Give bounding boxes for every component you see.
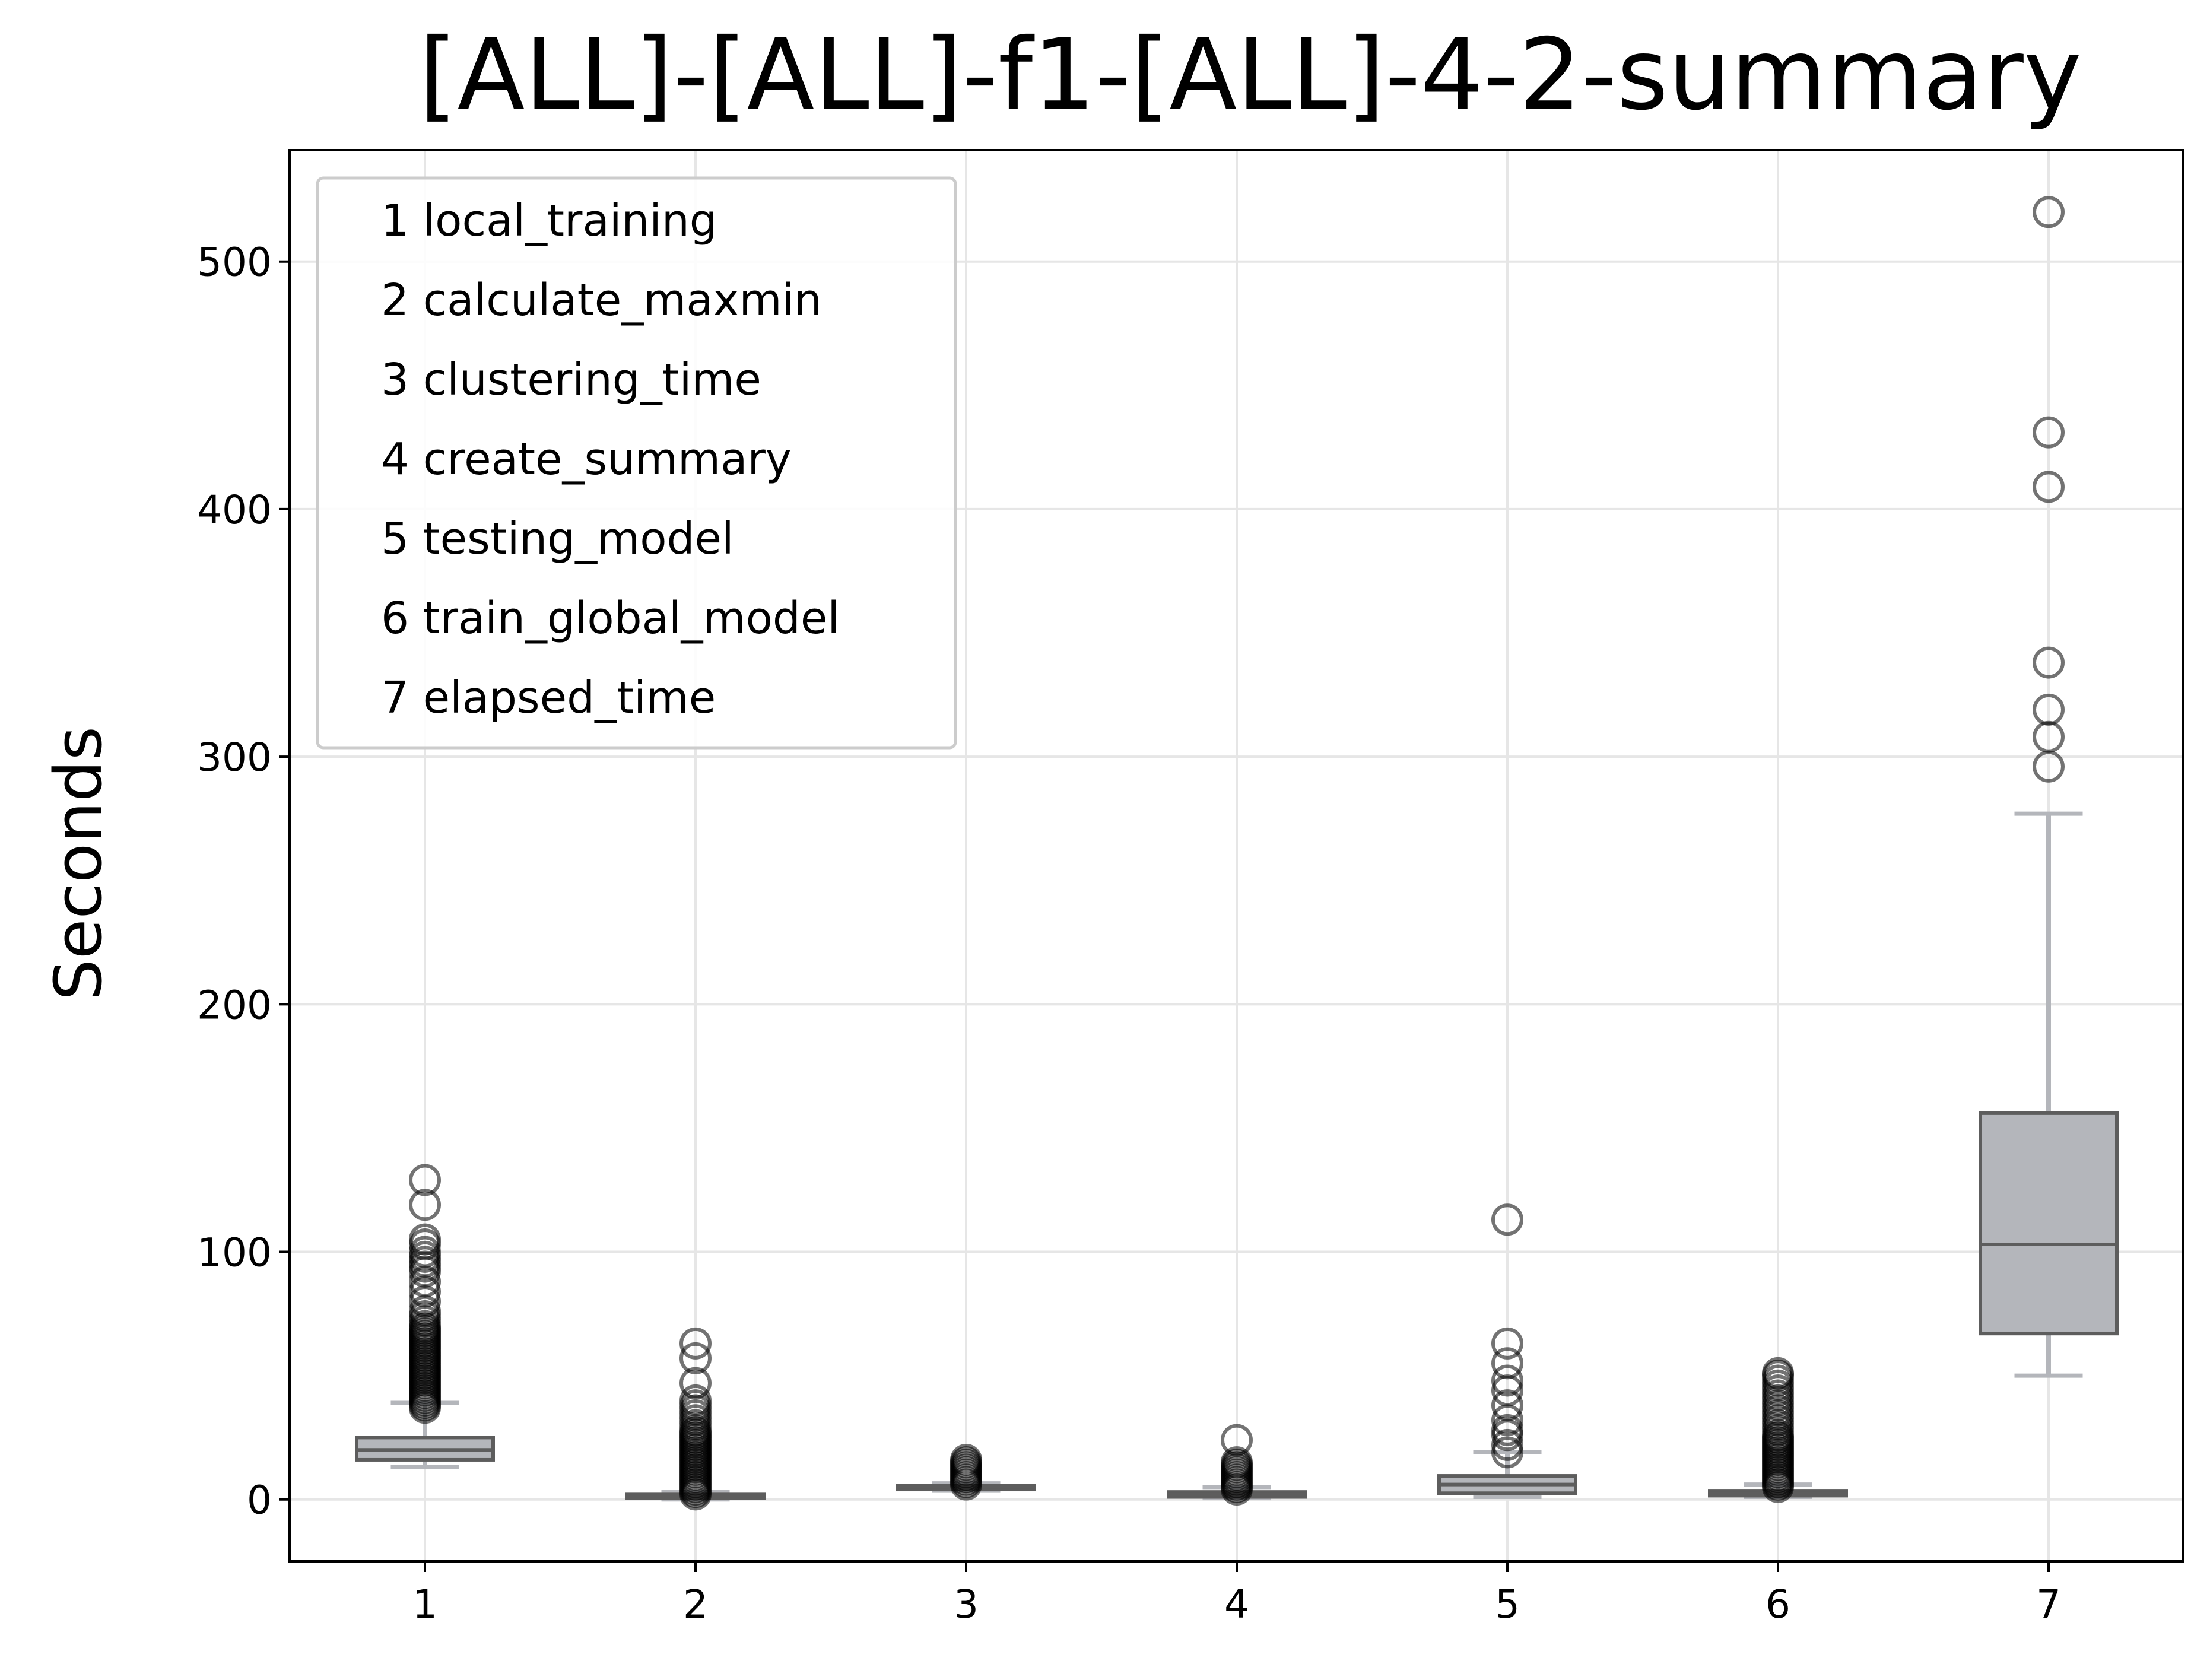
outliers-2	[679, 1327, 712, 1511]
outlier-points	[409, 196, 2065, 1511]
outlier-point	[679, 1384, 712, 1417]
outliers-4	[1221, 1424, 1253, 1506]
outlier-point	[409, 1164, 441, 1196]
outlier-point	[1491, 1389, 1523, 1422]
x-tick-label: 2	[683, 1581, 708, 1627]
outlier-point	[409, 1223, 441, 1256]
outliers-3	[950, 1443, 982, 1501]
outlier-point	[950, 1443, 982, 1476]
outlier-point	[1491, 1436, 1523, 1469]
x-tick-label: 3	[954, 1581, 979, 1627]
outlier-point	[409, 1189, 441, 1221]
legend-entry: 3 clustering_time	[381, 354, 761, 405]
outlier-point	[1491, 1347, 1523, 1380]
legend-entry: 2 calculate_maxmin	[381, 275, 822, 326]
outliers-5	[1491, 1203, 1523, 1469]
y-tick-label: 100	[197, 1230, 272, 1276]
outliers-6	[1762, 1357, 1794, 1503]
legend-entry: 4 create_summary	[381, 434, 792, 485]
x-tick-label: 4	[1224, 1581, 1249, 1627]
outlier-point	[1491, 1364, 1523, 1397]
outlier-point	[2033, 416, 2065, 449]
y-axis-label: Seconds	[40, 726, 116, 1001]
outliers-7	[2033, 196, 2065, 783]
outliers-1	[409, 1164, 441, 1424]
outlier-point	[1221, 1446, 1253, 1479]
outlier-point	[1491, 1428, 1523, 1461]
outlier-point	[2033, 693, 2065, 726]
legend-entry: 5 testing_model	[381, 513, 734, 564]
y-tick-label: 500	[197, 240, 272, 285]
y-tick-label: 200	[197, 982, 272, 1028]
outlier-point	[1491, 1414, 1523, 1446]
x-tick-label: 7	[2036, 1581, 2061, 1627]
x-axis-ticks: 1 2 3 4 5 6 7	[412, 1561, 2061, 1627]
outlier-point	[679, 1327, 712, 1360]
outlier-point	[1221, 1424, 1253, 1456]
outlier-point	[2033, 646, 2065, 679]
outlier-point	[1762, 1357, 1794, 1389]
outlier-point	[2033, 196, 2065, 228]
y-tick-label: 300	[197, 735, 272, 780]
outlier-point	[409, 1236, 441, 1268]
outlier-point	[2033, 471, 2065, 503]
legend-frame	[316, 176, 957, 750]
legend-entry: 7 elapsed_time	[381, 672, 716, 723]
legend-entry: 6 train_global_model	[381, 593, 840, 644]
outlier-point	[679, 1367, 712, 1399]
iqr-box	[1979, 1111, 2119, 1336]
y-axis-ticks: 0 100 200 300 400 500	[197, 240, 290, 1523]
outlier-point	[679, 1342, 712, 1374]
x-tick-label: 5	[1495, 1581, 1520, 1627]
y-tick-label: 0	[247, 1478, 272, 1523]
chart-title: [ALL]-[ALL]-f1-[ALL]-4-2-summary	[419, 18, 2082, 132]
box-7	[1979, 811, 2119, 1378]
outlier-point	[1491, 1327, 1523, 1360]
legend: 1 local_training 2 calculate_maxmin 3 clus…	[316, 176, 957, 750]
x-tick-label: 1	[412, 1581, 437, 1627]
y-tick-label: 400	[197, 487, 272, 533]
outlier-point	[1491, 1203, 1523, 1236]
x-tick-label: 6	[1766, 1581, 1790, 1627]
box-5	[1437, 1450, 1577, 1500]
legend-entry: 1 local_training	[381, 195, 717, 246]
